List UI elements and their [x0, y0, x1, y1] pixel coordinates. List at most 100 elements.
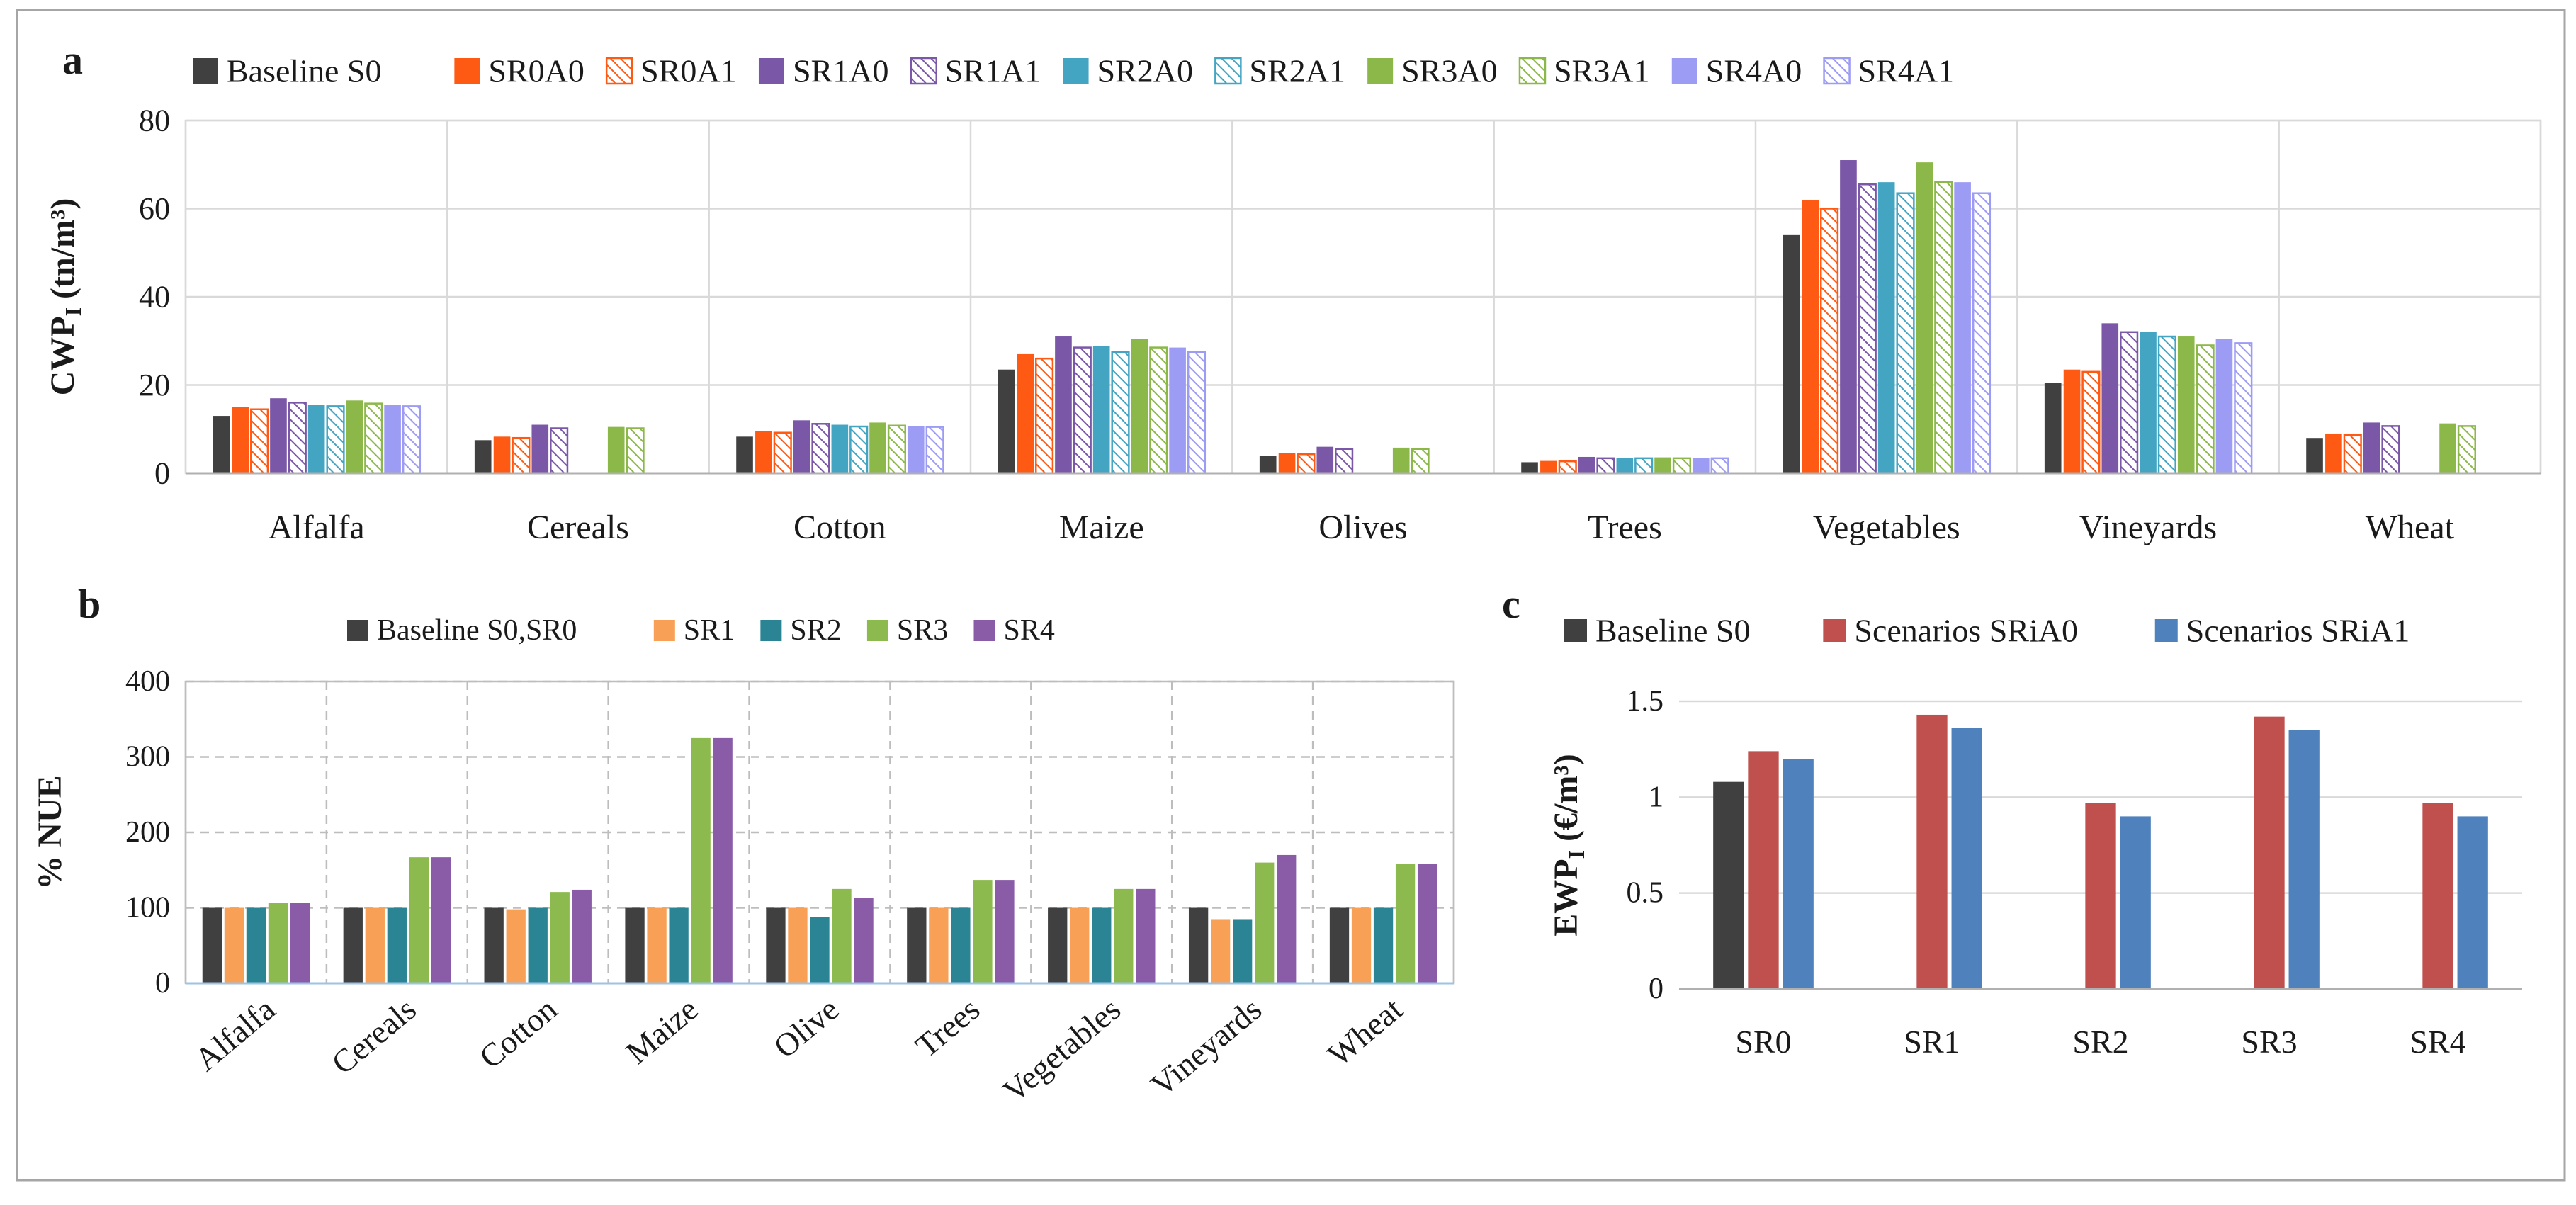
bar-sr1a0-vegetables	[1840, 160, 1857, 473]
bar-scenarios-sria1-sr4	[2457, 816, 2488, 989]
bar-baseline-s0-cotton	[736, 436, 753, 473]
bar-sr2-vineyards	[1233, 919, 1253, 983]
bar-sr1-cotton	[506, 909, 526, 983]
bar-scenarios-sria1-sr3	[2288, 730, 2320, 989]
bar-sr0a1-vineyards	[2081, 370, 2101, 475]
y-axis-label-sub: I	[1564, 850, 1589, 859]
x-tick-label-alfalfa: Alfalfa	[188, 991, 282, 1078]
bar-sr3a0-alfalfa	[346, 400, 363, 473]
bar-scenarios-sria1-sr0	[1783, 759, 1814, 989]
legend-c: Baseline S0 Scenarios SRiA0 Scenarios SRiA…	[1564, 613, 2410, 649]
y-tick-label: 40	[139, 280, 170, 315]
y-axis-label-unit: (€/m³)	[1547, 754, 1585, 850]
bar-baseline-s0-sr0-cereals	[343, 907, 363, 983]
bar-sr0a0-wheat	[2325, 433, 2342, 473]
legend-label-sr1a1: SR1A1	[945, 53, 1041, 89]
bar-sr2-alfalfa	[246, 907, 266, 983]
legend-label-sr1: SR1	[684, 614, 735, 647]
legend-b: Baseline S0,SR0 SR1 SR2 SR3 SR4	[347, 614, 1055, 647]
bar-sr0a0-olives	[1278, 453, 1296, 473]
bar-sr2a0-maize	[1092, 346, 1110, 473]
bar-scenarios-sria0-sr4	[2422, 803, 2453, 989]
bar-sr1a0-maize	[1055, 336, 1072, 473]
panel-label-c: c	[1502, 581, 1520, 627]
bar-sr1a1-cotton	[811, 423, 830, 475]
x-tick-label-olive: Olive	[767, 991, 845, 1065]
bar-sr2a1-alfalfa	[326, 405, 345, 475]
bar-sr3a0-olives	[1392, 447, 1410, 473]
bar-sr1-vegetables	[1070, 907, 1090, 983]
bar-baseline-s0-sr0-olive	[766, 907, 786, 983]
bar-sr4a0-vegetables	[1954, 182, 1971, 473]
bar-sr4-maize	[713, 737, 733, 983]
bar-sr2-cotton	[528, 907, 548, 983]
bar-sr3a1-wheat	[2457, 425, 2476, 475]
bar-baseline-s0-vegetables	[1783, 234, 1800, 473]
legend-swatch-sr4a1	[1823, 57, 1851, 85]
bar-baseline-s0-cereals	[474, 440, 492, 473]
bar-sr3a1-maize	[1149, 346, 1168, 475]
legend-a: Baseline S0 SR0A0 SR0A1 SR1A0 SR1A1 SR2A0 SR2A…	[193, 53, 1954, 89]
bar-sr0a0-trees	[1540, 460, 1557, 473]
legend-swatch-sr3a1	[1518, 57, 1547, 85]
legend-label-scenarios-sria1: Scenarios SRiA1	[2186, 613, 2410, 649]
bar-sr4-alfalfa	[290, 903, 310, 983]
y-tick-label: 60	[139, 191, 170, 226]
bar-baseline-s0-sr0-vegetables	[1048, 907, 1068, 983]
bar-scenarios-sria1-sr1	[1951, 728, 1982, 989]
bar-sr2-olive	[810, 917, 830, 983]
bar-sr4a1-trees	[1710, 457, 1729, 475]
legend-label-sr2: SR2	[790, 614, 841, 647]
legend-label-baseline-s0: Baseline S0	[1595, 613, 1750, 649]
bar-scenarios-sria0-sr0	[1748, 751, 1779, 989]
y-tick-label: 20	[139, 368, 170, 402]
x-tick-label-cereals: Cereals	[324, 991, 422, 1082]
legend-label-sr4a0: SR4A0	[1706, 53, 1802, 89]
bar-sr1a1-vegetables	[1858, 183, 1877, 475]
bar-sr2-vegetables	[1092, 907, 1112, 983]
y-axis-label: CWPI (tn/m³)	[44, 198, 86, 396]
bar-sr0a0-alfalfa	[232, 407, 249, 473]
bar-scenarios-sria1-sr2	[2120, 816, 2151, 989]
bar-sr4a1-vineyards	[2234, 342, 2253, 475]
legend-label-sr4a1: SR4A1	[1858, 53, 1954, 89]
bar-sr3-vegetables	[1114, 888, 1134, 983]
bar-sr4-cotton	[572, 889, 592, 983]
bar-sr0a1-vegetables	[1820, 208, 1839, 475]
bar-sr0a0-cotton	[755, 431, 772, 473]
chart-b-nue: 0 100 200 300 400 Alfalfa Cereals Cotton Maize Ol…	[31, 614, 1455, 1109]
y-tick-label: 100	[125, 892, 170, 924]
bar-sr0a0-vegetables	[1802, 200, 1819, 473]
x-tick-label-cotton: Cotton	[473, 991, 564, 1076]
bar-sr4a1-alfalfa	[402, 405, 422, 475]
bar-sr3a0-vineyards	[2177, 336, 2195, 473]
bar-sr0a1-wheat	[2343, 434, 2362, 475]
bar-sr4-wheat	[1417, 864, 1437, 983]
legend-label-sr3a0: SR3A0	[1401, 53, 1497, 89]
y-tick-label: 1.5	[1627, 685, 1664, 718]
bar-sr4a1-maize	[1187, 351, 1207, 475]
legend-swatch-scenarios-sria0	[1823, 619, 1846, 642]
bar-sr0a1-cotton	[773, 431, 792, 475]
y-tick-label: 200	[125, 816, 170, 849]
bar-sr0a0-maize	[1017, 353, 1034, 473]
bar-sr4a0-trees	[1692, 458, 1710, 473]
bar-sr0a0-cereals	[493, 436, 511, 473]
legend-swatch-sr2	[760, 620, 782, 641]
bar-sr1a0-cereals	[531, 424, 549, 473]
y-tick-label: 0	[154, 456, 170, 491]
bar-sr0a1-maize	[1035, 357, 1054, 475]
y-tick-label: 1	[1649, 781, 1663, 813]
bar-sr3-wheat	[1395, 864, 1416, 983]
bar-sr1-alfalfa	[224, 907, 244, 983]
bar-baseline-s0-sr0-cotton	[484, 907, 504, 983]
x-tick-label-trees: Trees	[1588, 509, 1662, 546]
legend-swatch-sr4	[973, 620, 995, 641]
bar-sr2a0-cotton	[831, 424, 849, 473]
legend-label-baseline-s0: Baseline S0	[227, 53, 381, 89]
bar-baseline-s0-sr0-alfalfa	[202, 907, 222, 983]
bar-sr3a0-trees	[1654, 457, 1671, 473]
x-tick-label-wheat: Wheat	[2366, 509, 2455, 546]
y-tick-label: 400	[125, 665, 170, 698]
